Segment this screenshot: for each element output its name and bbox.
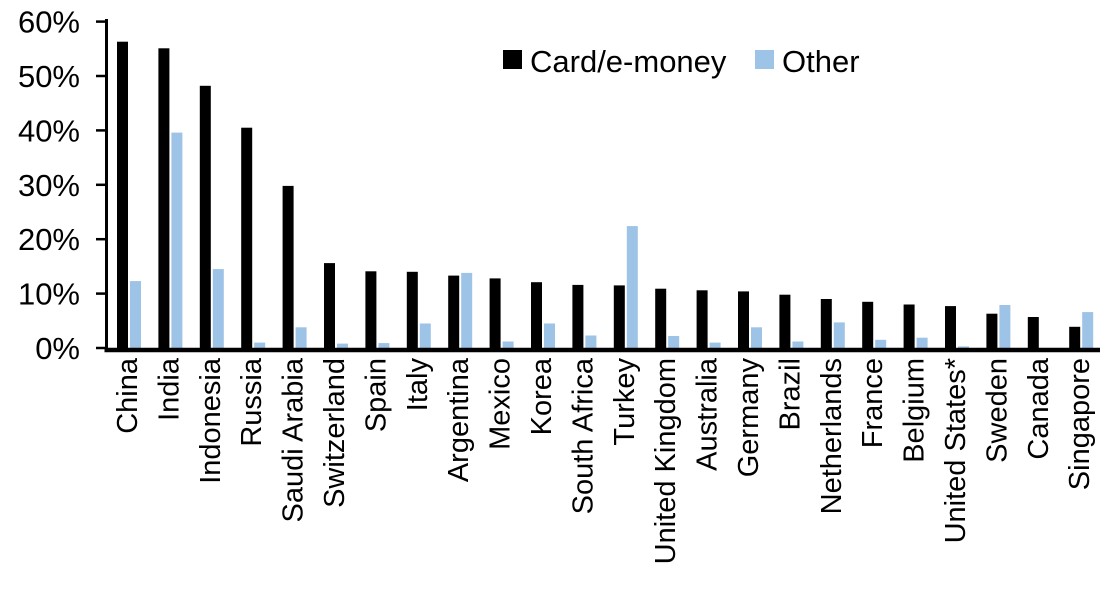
- bar-card-e-money-south-africa: [572, 284, 584, 348]
- bar-card-e-money-mexico: [489, 278, 501, 348]
- y-tick-label-50: 50%: [18, 59, 80, 94]
- x-label-united-states: United States*: [940, 358, 972, 543]
- x-label-australia: Australia: [692, 357, 724, 471]
- bar-other-belgium: [916, 337, 928, 348]
- y-tick-label-60: 60%: [18, 5, 80, 40]
- x-label-switzerland: Switzerland: [319, 358, 351, 508]
- bar-card-e-money-france: [862, 301, 874, 348]
- x-label-indonesia: Indonesia: [195, 357, 227, 484]
- bar-other-mexico: [502, 341, 514, 348]
- legend-label-other: Other: [782, 44, 860, 79]
- bar-other-sweden: [999, 305, 1011, 348]
- y-tick-label-40: 40%: [18, 113, 80, 148]
- legend-label-card-e-money: Card/e-money: [530, 44, 727, 79]
- bar-other-indonesia: [212, 269, 224, 348]
- bar-card-e-money-brazil: [779, 294, 791, 348]
- bar-other-united-states: [958, 346, 969, 348]
- bar-card-e-money-turkey: [613, 285, 625, 348]
- bar-other-germany: [751, 327, 762, 348]
- bar-card-e-money-belgium: [903, 304, 915, 348]
- bar-other-brazil: [792, 341, 804, 348]
- y-tick-label-20: 20%: [18, 222, 80, 257]
- x-label-sweden: Sweden: [981, 358, 1013, 463]
- x-label-russia: Russia: [236, 357, 268, 447]
- x-label-united-kingdom: United Kingdom: [650, 358, 682, 564]
- x-label-china: China: [112, 357, 144, 434]
- bar-card-e-money-germany: [738, 291, 749, 348]
- bar-card-e-money-russia: [241, 127, 253, 348]
- bar-card-e-money-canada: [1027, 317, 1039, 348]
- x-label-south-africa: South Africa: [567, 357, 599, 514]
- bar-other-saudi-arabia: [295, 327, 307, 348]
- x-label-italy: Italy: [402, 358, 434, 412]
- x-label-brazil: Brazil: [774, 358, 806, 431]
- bar-card-e-money-switzerland: [324, 263, 335, 348]
- bar-card-e-money-saudi-arabia: [282, 185, 294, 348]
- bar-card-e-money-india: [158, 48, 170, 349]
- axes: [96, 19, 1100, 353]
- bar-card-e-money-china: [117, 41, 128, 348]
- bar-other-france: [875, 339, 887, 348]
- bar-card-e-money-indonesia: [199, 85, 211, 349]
- x-label-turkey: Turkey: [609, 358, 641, 446]
- x-axis-labels: China India Indonesia Russia Saudi Arabia Swi…: [112, 357, 1096, 564]
- bar-other-switzerland: [337, 343, 348, 348]
- bar-other-singapore: [1082, 312, 1094, 348]
- bar-card-e-money-italy: [406, 271, 418, 348]
- x-label-korea: Korea: [526, 357, 558, 435]
- bar-card-e-money-sweden: [986, 313, 998, 348]
- bar-other-china: [130, 281, 141, 348]
- x-label-saudi-arabia: Saudi Arabia: [278, 357, 310, 522]
- bar-other-netherlands: [833, 322, 845, 348]
- legend-swatch-other: [755, 50, 774, 69]
- bar-other-australia: [709, 342, 721, 348]
- bar-card-e-money-spain: [365, 271, 377, 348]
- x-label-belgium: Belgium: [899, 358, 931, 463]
- legend-swatch-card-e-money: [503, 50, 522, 69]
- bar-other-turkey: [626, 226, 638, 348]
- y-tick-label-30: 30%: [18, 168, 80, 203]
- bar-other-spain: [378, 343, 390, 348]
- bar-other-russia: [254, 342, 266, 348]
- x-label-spain: Spain: [360, 358, 392, 432]
- bar-other-korea: [544, 323, 555, 348]
- x-label-france: France: [857, 358, 889, 448]
- x-label-canada: Canada: [1023, 357, 1055, 459]
- legend: Card/e-money Other: [503, 44, 860, 79]
- bar-card-e-money-singapore: [1069, 326, 1081, 348]
- y-tick-label-10: 10%: [18, 277, 80, 312]
- bar-other-italy: [419, 323, 431, 348]
- y-tick-label-0: 0%: [35, 331, 80, 366]
- bar-other-united-kingdom: [668, 336, 680, 348]
- bar-other-south-africa: [585, 335, 597, 348]
- bar-other-india: [171, 132, 183, 348]
- bars-layer: [117, 41, 1094, 349]
- bar-card-e-money-australia: [696, 290, 708, 348]
- x-label-germany: Germany: [733, 358, 765, 478]
- bar-card-e-money-united-states: [945, 306, 956, 348]
- bar-card-e-money-argentina: [448, 275, 460, 348]
- bar-card-e-money-korea: [531, 282, 542, 348]
- bar-card-e-money-netherlands: [820, 299, 832, 348]
- x-label-singapore: Singapore: [1064, 358, 1096, 490]
- bar-other-argentina: [461, 272, 473, 348]
- x-label-argentina: Argentina: [443, 357, 475, 482]
- x-label-india: India: [153, 357, 185, 421]
- x-label-netherlands: Netherlands: [816, 358, 848, 514]
- y-axis-labels: 0% 10% 20% 30% 40% 50% 60%: [18, 5, 80, 366]
- x-label-mexico: Mexico: [485, 358, 517, 450]
- bar-card-e-money-united-kingdom: [655, 288, 667, 348]
